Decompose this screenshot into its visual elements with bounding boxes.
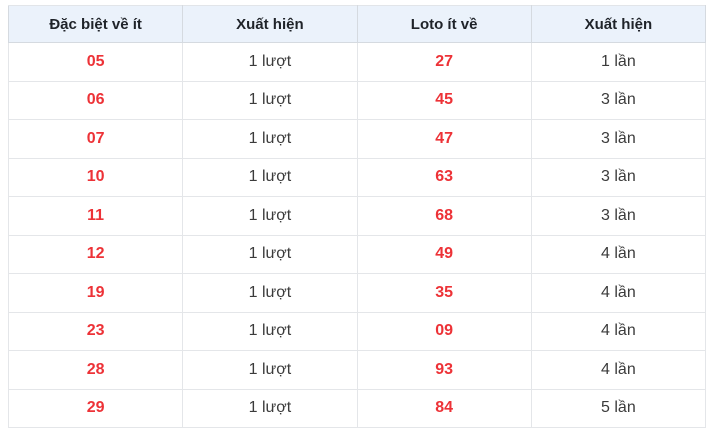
count-cell: 4 lần xyxy=(530,273,707,313)
appearance-cell: 1 lượt xyxy=(182,119,358,159)
table-row: 05 1 lượt 27 1 lần xyxy=(7,42,707,82)
loto-number-cell: 68 xyxy=(356,196,532,236)
special-number-cell: 19 xyxy=(7,273,184,313)
count-cell: 3 lần xyxy=(530,157,707,197)
appearance-cell: 1 lượt xyxy=(182,234,358,274)
count-cell: 5 lần xyxy=(530,388,707,428)
table-row: 07 1 lượt 47 3 lần xyxy=(7,119,707,159)
loto-number-cell: 45 xyxy=(356,80,532,120)
loto-number-cell: 93 xyxy=(356,350,532,390)
table-row: 19 1 lượt 35 4 lần xyxy=(7,273,707,313)
special-number-cell: 10 xyxy=(7,157,184,197)
count-cell: 4 lần xyxy=(530,311,707,351)
count-cell: 4 lần xyxy=(530,234,707,274)
appearance-cell: 1 lượt xyxy=(182,157,358,197)
loto-number-cell: 35 xyxy=(356,273,532,313)
special-number-cell: 05 xyxy=(7,42,184,82)
special-number-cell: 29 xyxy=(7,388,184,428)
column-header-loto-appearance: Xuất hiện xyxy=(530,5,707,43)
loto-number-cell: 09 xyxy=(356,311,532,351)
loto-number-cell: 84 xyxy=(356,388,532,428)
header-row: Đặc biệt về ít Xuất hiện Loto ít về Xuất… xyxy=(7,5,707,43)
count-cell: 4 lần xyxy=(530,350,707,390)
column-header-loto-number: Loto ít về xyxy=(356,5,532,43)
table-row: 23 1 lượt 09 4 lần xyxy=(7,311,707,351)
appearance-cell: 1 lượt xyxy=(182,196,358,236)
appearance-cell: 1 lượt xyxy=(182,350,358,390)
special-number-cell: 12 xyxy=(7,234,184,274)
table-row: 12 1 lượt 49 4 lần xyxy=(7,234,707,274)
table-row: 11 1 lượt 68 3 lần xyxy=(7,196,707,236)
table-body: 05 1 lượt 27 1 lần 06 1 lượt 45 3 lần 07 1 lượt 47… xyxy=(7,42,707,428)
special-number-cell: 11 xyxy=(7,196,184,236)
table-row: 06 1 lượt 45 3 lần xyxy=(7,80,707,120)
appearance-cell: 1 lượt xyxy=(182,273,358,313)
count-cell: 3 lần xyxy=(530,119,707,159)
appearance-cell: 1 lượt xyxy=(182,42,358,82)
loto-number-cell: 27 xyxy=(356,42,532,82)
appearance-cell: 1 lượt xyxy=(182,80,358,120)
loto-number-cell: 47 xyxy=(356,119,532,159)
special-number-cell: 23 xyxy=(7,311,184,351)
table-row: 29 1 lượt 84 5 lần xyxy=(7,388,707,428)
lottery-stats-table: Đặc biệt về ít Xuất hiện Loto ít về Xuất… xyxy=(7,5,707,428)
count-cell: 3 lần xyxy=(530,80,707,120)
table-row: 28 1 lượt 93 4 lần xyxy=(7,350,707,390)
column-header-special-appearance: Xuất hiện xyxy=(182,5,358,43)
special-number-cell: 07 xyxy=(7,119,184,159)
special-number-cell: 06 xyxy=(7,80,184,120)
special-number-cell: 28 xyxy=(7,350,184,390)
count-cell: 3 lần xyxy=(530,196,707,236)
lottery-stats-section: Đặc biệt về ít Xuất hiện Loto ít về Xuất… xyxy=(7,5,707,428)
loto-number-cell: 63 xyxy=(356,157,532,197)
table-row: 10 1 lượt 63 3 lần xyxy=(7,157,707,197)
column-header-special-number: Đặc biệt về ít xyxy=(7,5,184,43)
count-cell: 1 lần xyxy=(530,42,707,82)
table-header: Đặc biệt về ít Xuất hiện Loto ít về Xuất… xyxy=(7,5,707,43)
appearance-cell: 1 lượt xyxy=(182,311,358,351)
appearance-cell: 1 lượt xyxy=(182,388,358,428)
loto-number-cell: 49 xyxy=(356,234,532,274)
